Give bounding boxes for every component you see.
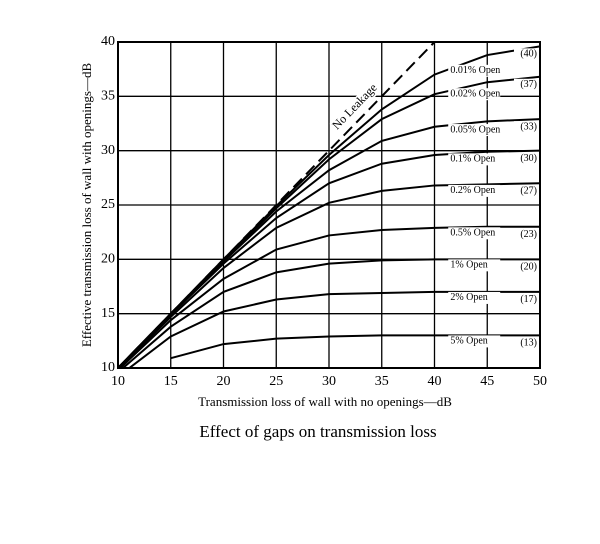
series-label: 2% Open: [450, 292, 488, 303]
series-line: [127, 290, 540, 368]
plot-frame: [117, 41, 541, 369]
x-tick-label: 40: [428, 374, 442, 389]
y-tick-label: 10: [101, 360, 115, 375]
x-tick-label: 35: [375, 374, 389, 389]
end-label: (20): [520, 262, 537, 273]
x-tick-label: 45: [480, 374, 494, 389]
label-bg: [448, 184, 501, 197]
series-label: 0.01% Open: [450, 65, 500, 76]
y-tick-label: 30: [101, 143, 115, 158]
end-label: (37): [520, 79, 537, 90]
end-label: (17): [520, 294, 537, 305]
y-tick-label: 15: [101, 306, 115, 321]
end-label: (27): [520, 186, 537, 197]
y-tick-label: 35: [101, 89, 115, 104]
label-bg: [329, 80, 382, 134]
series-label: 0.5% Open: [450, 228, 495, 239]
label-bg: [448, 227, 501, 240]
series-line: [121, 258, 540, 368]
label-bg: [514, 228, 538, 241]
y-tick-label: 40: [101, 34, 115, 49]
label-bg: [514, 261, 538, 274]
label-bg: [448, 153, 501, 166]
label-bg: [448, 259, 501, 272]
series-label: 5% Open: [450, 336, 488, 347]
y-tick-label: 25: [101, 197, 115, 212]
series-line: [118, 182, 540, 368]
plot-area: [118, 42, 540, 368]
label-bg: [514, 185, 538, 198]
y-tick-label: 20: [101, 252, 115, 267]
series-label: 1% Open: [450, 260, 488, 271]
end-label: (23): [520, 229, 537, 240]
series-label: 0.05% Open: [450, 124, 500, 135]
chart-title: Effect of gaps on transmission loss: [199, 422, 436, 441]
label-bg: [514, 78, 538, 91]
end-label: (13): [520, 338, 537, 349]
end-label: (30): [520, 153, 537, 164]
label-bg: [514, 121, 538, 134]
series-label: 0.1% Open: [450, 154, 495, 165]
series-label: 0.2% Open: [450, 185, 495, 196]
end-label: (40): [520, 49, 537, 60]
label-bg: [448, 291, 501, 304]
end-label: (33): [520, 121, 537, 132]
series-line: [118, 149, 540, 368]
label-bg: [514, 152, 538, 165]
label-bg: [514, 337, 538, 350]
x-axis-label: Transmission loss of wall with no openin…: [198, 394, 452, 409]
label-bg: [514, 293, 538, 306]
label-bg: [448, 124, 501, 137]
x-tick-label: 15: [164, 374, 178, 389]
y-axis-label: Effective transmission loss of wall with…: [79, 63, 94, 348]
x-tick-label: 25: [269, 374, 283, 389]
series-label: 0.02% Open: [450, 88, 500, 99]
x-tick-label: 10: [111, 374, 125, 389]
x-tick-label: 50: [533, 374, 547, 389]
label-bg: [448, 88, 501, 101]
label-bg: [448, 335, 501, 348]
x-tick-label: 30: [322, 374, 336, 389]
label-bg: [448, 64, 501, 77]
series-line: [118, 225, 540, 368]
x-tick-label: 20: [217, 374, 231, 389]
label-bg: [514, 48, 538, 61]
